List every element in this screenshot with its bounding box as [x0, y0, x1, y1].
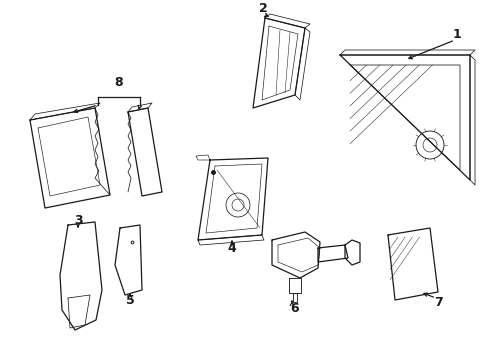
Text: 4: 4 — [228, 242, 236, 255]
Text: 3: 3 — [74, 213, 82, 226]
Text: 5: 5 — [125, 293, 134, 306]
Text: 8: 8 — [115, 76, 123, 89]
Text: 6: 6 — [291, 302, 299, 315]
Text: 1: 1 — [453, 28, 462, 41]
Text: 7: 7 — [434, 296, 442, 309]
Text: 2: 2 — [259, 1, 268, 14]
